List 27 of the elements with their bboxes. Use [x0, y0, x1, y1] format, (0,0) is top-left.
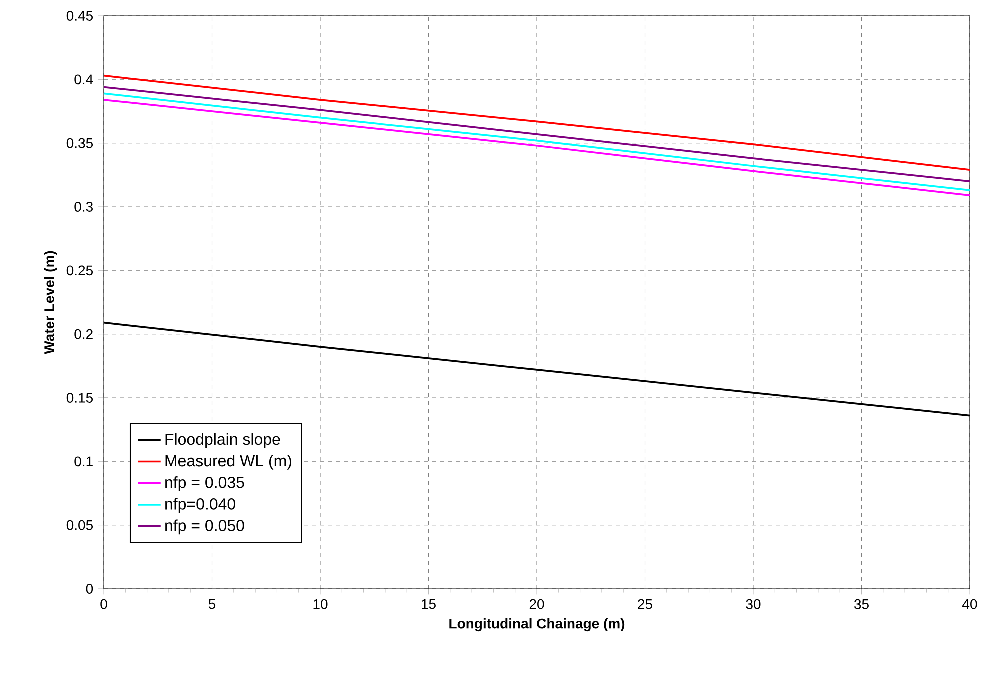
x-tick-label: 40	[962, 599, 978, 610]
y-tick-label: 0.4	[74, 74, 94, 85]
x-tick-label: 15	[422, 599, 436, 610]
legend-label: nfp=0.040	[166, 498, 236, 514]
x-tick-label: 5	[208, 599, 216, 610]
y-tick-label: 0.2	[74, 329, 93, 340]
y-axis-title: Water Level (m)	[44, 251, 58, 354]
x-tick-label: 0	[100, 599, 108, 610]
line-series	[104, 74, 970, 172]
x-tick-label: 35	[854, 599, 869, 610]
legend-label: Measured WL (m)	[166, 454, 292, 470]
x-tick-label: 20	[530, 599, 544, 610]
x-tick-label: 30	[746, 599, 761, 610]
y-tick-label: 0.1	[74, 456, 93, 467]
legend-label: nfp = 0.050	[166, 520, 244, 535]
legend-label: Floodplain slope	[166, 433, 280, 448]
x-axis-title: Longitudinal Chainage (m)	[450, 618, 625, 632]
x-tick-label: 10	[314, 599, 328, 610]
x-tick-label: 25	[638, 599, 652, 610]
y-tick-label: 0.45	[66, 11, 94, 21]
legend-label: nfp = 0.035	[166, 476, 244, 492]
y-tick-label: 0.05	[66, 520, 94, 530]
y-tick-label: 0.25	[66, 266, 94, 276]
y-tick-label: 0.3	[74, 202, 93, 212]
y-tick-label: 0.15	[66, 393, 94, 403]
y-tick-label: 0.35	[66, 138, 94, 148]
y-tick-label: 0	[86, 584, 94, 594]
